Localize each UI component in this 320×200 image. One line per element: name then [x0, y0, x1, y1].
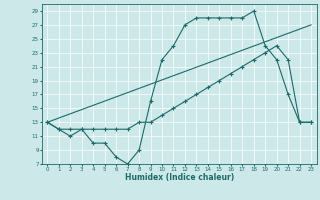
X-axis label: Humidex (Indice chaleur): Humidex (Indice chaleur) [124, 173, 234, 182]
